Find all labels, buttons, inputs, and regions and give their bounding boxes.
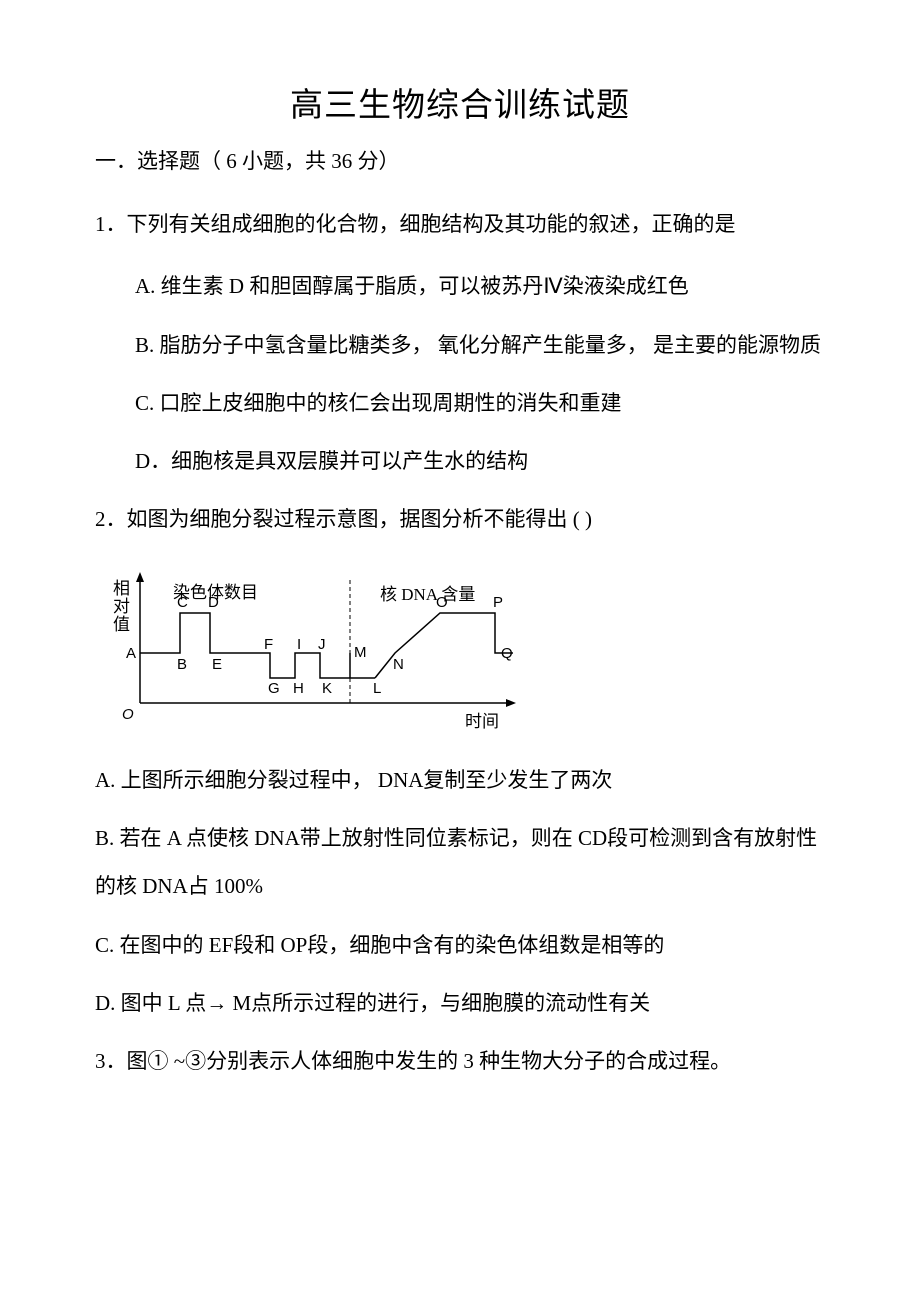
svg-text:C: C bbox=[177, 594, 188, 611]
page-title: 高三生物综合训练试题 bbox=[95, 90, 825, 123]
svg-text:L: L bbox=[373, 680, 381, 697]
q1-opt-b: B. 脂肪分子中氢含量比糖类多， 氧化分解产生能量多， 是主要的能源物质 bbox=[95, 321, 825, 369]
svg-text:F: F bbox=[264, 636, 273, 653]
svg-text:O: O bbox=[436, 594, 448, 611]
q2-opt-c: C. 在图中的 EF段和 OP段，细胞中含有的染色体组数是相等的 bbox=[95, 921, 825, 969]
svg-text:E: E bbox=[212, 656, 222, 673]
q2-opt-d: D. 图中 L 点→ M点所示过程的进行，与细胞膜的流动性有关 bbox=[95, 979, 825, 1027]
svg-text:D: D bbox=[208, 594, 219, 611]
svg-text:J: J bbox=[318, 636, 326, 653]
q1-stem: 1．下列有关组成细胞的化合物，细胞结构及其功能的叙述，正确的是 bbox=[95, 200, 825, 248]
svg-text:值: 值 bbox=[113, 615, 130, 634]
svg-text:I: I bbox=[297, 636, 301, 653]
svg-text:A: A bbox=[126, 645, 136, 662]
svg-text:相: 相 bbox=[113, 579, 130, 598]
section-heading: 一．选择题（ 6 小题，共 36 分） bbox=[95, 151, 825, 172]
svg-text:时间: 时间 bbox=[465, 712, 499, 731]
svg-text:H: H bbox=[293, 680, 304, 697]
q3-stem: 3．图① ~③分别表示人体细胞中发生的 3 种生物大分子的合成过程。 bbox=[95, 1037, 825, 1085]
svg-text:核 DNA 含量: 核 DNA 含量 bbox=[380, 585, 475, 604]
svg-text:B: B bbox=[177, 656, 187, 673]
q2-opt-b: B. 若在 A 点使核 DNA带上放射性同位素标记，则在 CD段可检测到含有放射… bbox=[95, 814, 825, 911]
q1-opt-d: D．细胞核是具双层膜并可以产生水的结构 bbox=[95, 437, 825, 485]
svg-text:G: G bbox=[268, 680, 280, 697]
q2-chart: 相对值时间O染色体数目核 DNA 含量ABCDEFGHIJKLMNOPQ bbox=[95, 558, 825, 738]
svg-text:对: 对 bbox=[113, 597, 130, 616]
q1-opt-a: A. 维生素 D 和胆固醇属于脂质，可以被苏丹Ⅳ染液染成红色 bbox=[95, 262, 825, 310]
q2-opt-a: A. 上图所示细胞分裂过程中， DNA复制至少发生了两次 bbox=[95, 756, 825, 804]
q1-opt-c: C. 口腔上皮细胞中的核仁会出现周期性的消失和重建 bbox=[95, 379, 825, 427]
svg-text:M: M bbox=[354, 644, 367, 661]
svg-text:K: K bbox=[322, 680, 332, 697]
q2-stem: 2．如图为细胞分裂过程示意图，据图分析不能得出 ( ) bbox=[95, 495, 825, 543]
svg-text:N: N bbox=[393, 656, 404, 673]
svg-text:P: P bbox=[493, 594, 503, 611]
svg-text:O: O bbox=[122, 706, 134, 723]
svg-text:Q: Q bbox=[501, 645, 513, 662]
